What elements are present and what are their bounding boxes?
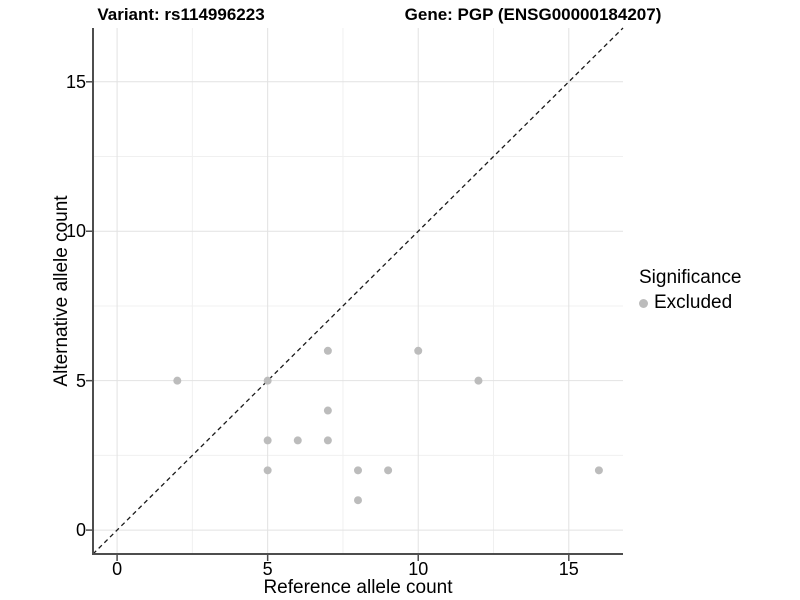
legend: Significance Excluded	[639, 267, 741, 314]
y-tick-label: 0	[75, 520, 86, 541]
data-point	[323, 346, 332, 355]
excluded-point-icon	[639, 298, 648, 308]
gene-title: Gene: PGP (ENSG00000184207)	[404, 5, 662, 24]
x-tick-label: 15	[558, 559, 579, 579]
x-tick-label: 5	[262, 559, 273, 579]
data-point	[263, 466, 272, 475]
data-point	[293, 436, 302, 445]
data-point	[263, 376, 272, 385]
x-tick-label: 0	[112, 559, 123, 579]
y-tick-label: 15	[65, 71, 86, 92]
data-point	[354, 466, 362, 475]
variant-title: Variant: rs114996223	[97, 5, 265, 24]
data-point	[384, 466, 393, 475]
legend-item-excluded: Excluded	[639, 292, 741, 314]
legend-title: Significance	[639, 267, 742, 288]
data-point	[354, 496, 362, 505]
legend-item-label: Excluded	[654, 292, 733, 313]
data-point	[263, 436, 272, 445]
data-point	[173, 376, 182, 385]
y-tick-label: 10	[65, 221, 86, 242]
data-point	[323, 406, 332, 415]
x-tick-label: 10	[408, 559, 429, 579]
data-point	[594, 466, 603, 475]
data-point	[474, 376, 483, 385]
y-tick-label: 5	[75, 370, 86, 391]
data-point	[323, 436, 332, 445]
x-axis-title: Reference allele count	[263, 577, 453, 598]
data-point	[414, 346, 423, 355]
identity-line	[92, 27, 624, 555]
